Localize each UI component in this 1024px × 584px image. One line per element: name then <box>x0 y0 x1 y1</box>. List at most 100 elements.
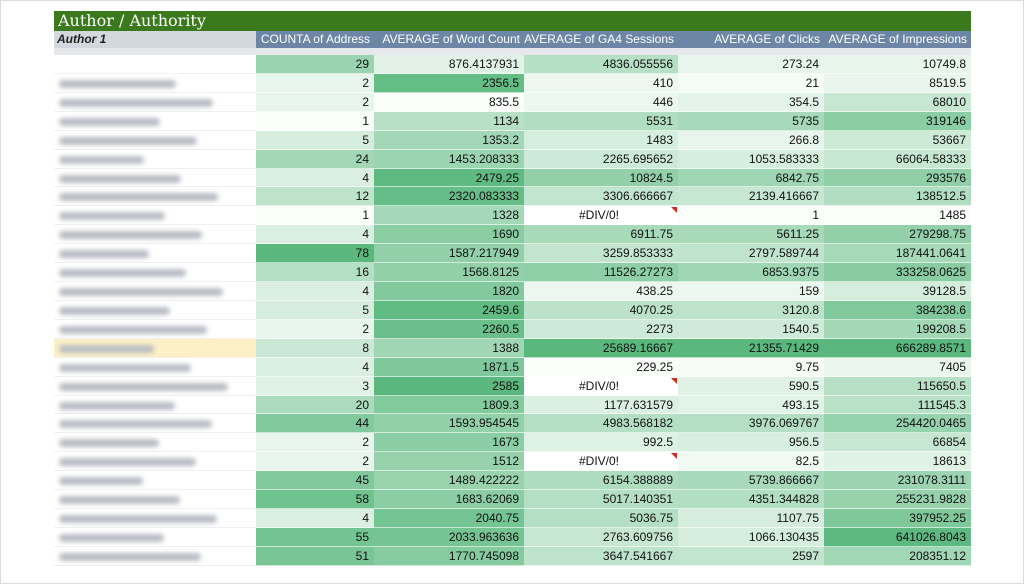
value-cell: 835.5 <box>374 92 524 112</box>
value-cell: 6853.9375 <box>678 263 824 283</box>
redacted-name <box>59 420 212 429</box>
column-header: AVERAGE of Clicks <box>678 31 824 48</box>
redacted-name <box>59 439 159 448</box>
value-cell: 24 <box>256 149 374 169</box>
redacted-name <box>59 382 228 391</box>
value-cell: 4 <box>256 282 374 301</box>
value-cell: 2265.695652 <box>524 149 678 169</box>
value-cell: 78 <box>256 244 374 264</box>
value-cell: 2459.6 <box>374 300 524 320</box>
value-cell: 229.25 <box>524 357 678 377</box>
redacted-name <box>59 534 164 542</box>
value-cell: 44 <box>256 414 374 434</box>
value-cell: 11526.27273 <box>524 263 678 283</box>
value-cell: 1770.745098 <box>374 546 524 566</box>
value-cell: 1053.583333 <box>678 149 824 169</box>
value-cell: 55 <box>256 528 374 547</box>
redacted-name <box>59 136 197 145</box>
column-header: COUNTA of Address <box>256 31 374 48</box>
value-cell: 1809.3 <box>374 395 524 415</box>
value-cell: 6911.75 <box>524 225 678 245</box>
value-cell: 992.5 <box>524 433 678 453</box>
value-cell: 8 <box>256 338 374 358</box>
redacted-name <box>59 117 160 126</box>
value-cell: #DIV/0! <box>524 206 678 226</box>
value-cell: 10824.5 <box>524 168 678 188</box>
value-cell: 876.4137931 <box>374 55 524 74</box>
sheet-title: Author / Authority <box>54 11 971 31</box>
value-cell: 590.5 <box>678 376 824 396</box>
value-cell: 5531 <box>524 111 678 131</box>
redacted-name <box>59 458 196 467</box>
value-cell: 3 <box>256 376 374 396</box>
redacted-name <box>59 552 201 561</box>
value-cell: 68010 <box>824 92 971 112</box>
value-cell: 4351.344828 <box>678 490 824 510</box>
author-cell <box>54 55 256 74</box>
value-cell: 1489.422222 <box>374 471 524 491</box>
value-cell: 266.8 <box>678 130 824 150</box>
value-cell: 8519.5 <box>824 73 971 93</box>
value-cell: 53667 <box>824 130 971 150</box>
value-cell: 7405 <box>824 357 971 377</box>
author-cell <box>54 244 256 264</box>
value-cell: 29 <box>256 55 374 74</box>
value-cell: 208351.12 <box>824 546 971 566</box>
redacted-name <box>59 193 218 202</box>
value-cell: 51 <box>256 546 374 566</box>
value-cell: 1353.2 <box>374 130 524 150</box>
value-cell: 273.24 <box>678 55 824 74</box>
value-cell: 2356.5 <box>374 73 524 93</box>
value-cell: 254420.0465 <box>824 414 971 434</box>
value-cell: 279298.75 <box>824 225 971 245</box>
value-cell: 1328 <box>374 206 524 226</box>
value-cell: 1568.8125 <box>374 263 524 283</box>
value-cell: 3306.666667 <box>524 187 678 207</box>
redacted-name <box>59 269 186 278</box>
value-cell: 333258.0625 <box>824 263 971 283</box>
value-cell: 1683.62069 <box>374 490 524 510</box>
value-cell: #DIV/0! <box>524 376 678 396</box>
value-cell: 5036.75 <box>524 509 678 528</box>
value-cell: 410 <box>524 73 678 93</box>
value-cell: 1485 <box>824 206 971 226</box>
value-cell: 3976.069767 <box>678 414 824 434</box>
redacted-name <box>59 288 223 297</box>
redacted-name <box>59 325 207 334</box>
value-cell: 25689.16667 <box>524 338 678 358</box>
value-cell: 21 <box>678 73 824 93</box>
redacted-name <box>59 79 176 88</box>
value-cell: 1177.631579 <box>524 395 678 415</box>
value-cell: 4983.568182 <box>524 414 678 434</box>
header-separator <box>54 48 971 55</box>
value-cell: 5017.140351 <box>524 490 678 510</box>
redacted-name <box>59 174 181 183</box>
value-cell: 1540.5 <box>678 319 824 339</box>
value-cell: 4 <box>256 225 374 245</box>
value-cell: 397952.25 <box>824 509 971 528</box>
value-cell: 3120.8 <box>678 300 824 320</box>
value-cell: 4 <box>256 357 374 377</box>
redacted-name <box>59 98 213 107</box>
column-header: Author 1 <box>54 31 256 48</box>
value-cell: 1107.75 <box>678 509 824 528</box>
value-cell: 2 <box>256 92 374 112</box>
value-cell: 20 <box>256 395 374 415</box>
value-cell: 1690 <box>374 225 524 245</box>
value-cell: 5735 <box>678 111 824 131</box>
value-cell: 1066.130435 <box>678 528 824 547</box>
value-cell: 1593.954545 <box>374 414 524 434</box>
value-cell: 1 <box>256 111 374 131</box>
column-header: AVERAGE of Word Count <box>374 31 524 48</box>
value-cell: 4 <box>256 168 374 188</box>
value-cell: 354.5 <box>678 92 824 112</box>
comment-indicator <box>671 207 677 214</box>
redacted-name <box>59 250 149 259</box>
value-cell: 1820 <box>374 282 524 301</box>
value-cell: 3259.853333 <box>524 244 678 264</box>
value-cell: 319146 <box>824 111 971 131</box>
value-cell: 159 <box>678 282 824 301</box>
value-cell: 446 <box>524 92 678 112</box>
value-cell: 4070.25 <box>524 300 678 320</box>
value-cell: 293576 <box>824 168 971 188</box>
